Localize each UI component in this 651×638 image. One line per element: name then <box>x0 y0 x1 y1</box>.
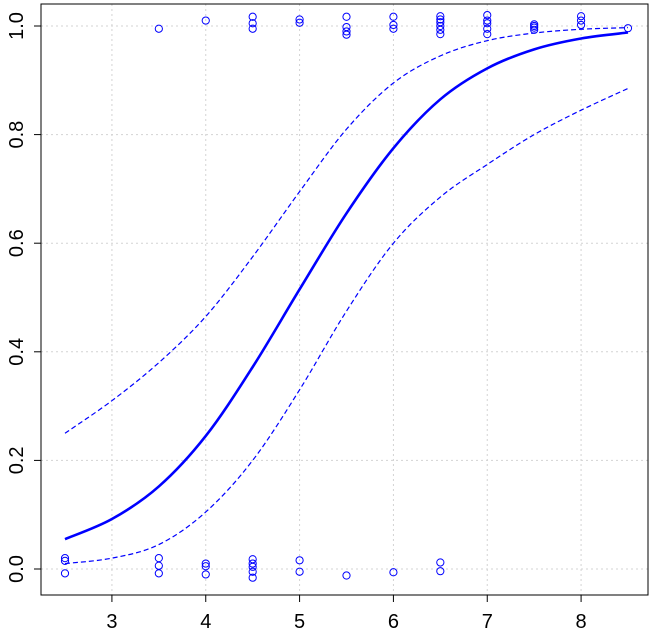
y-tick-label: 0.0 <box>6 555 28 583</box>
data-point <box>248 573 257 582</box>
data-point <box>342 12 351 21</box>
data-point <box>248 24 257 33</box>
data-point <box>436 30 445 39</box>
data-point <box>248 562 257 571</box>
grid-lines <box>41 4 648 595</box>
data-point <box>201 559 210 568</box>
data-point <box>154 569 163 578</box>
data-point <box>436 15 445 24</box>
data-point <box>483 19 492 28</box>
data-point <box>201 570 210 579</box>
fitted-curve <box>64 31 629 541</box>
y-axis: 0.0 0.2 0.4 0.6 0.8 1.0 <box>6 12 41 583</box>
data-point <box>295 18 304 27</box>
data-points <box>60 11 633 582</box>
data-point <box>201 16 210 25</box>
upper-confidence-band <box>64 27 629 434</box>
y-tick-label: 0.6 <box>6 229 28 257</box>
data-point <box>436 558 445 567</box>
x-tick-label: 6 <box>388 611 399 633</box>
data-point <box>436 25 445 34</box>
data-point <box>483 16 492 25</box>
data-point <box>576 16 586 25</box>
data-point <box>389 20 398 30</box>
x-tick-label: 3 <box>106 611 117 633</box>
y-tick-label: 0.8 <box>6 121 28 149</box>
data-point <box>248 567 257 576</box>
data-point <box>530 25 539 34</box>
data-point <box>530 23 539 32</box>
data-point <box>295 556 304 565</box>
data-point <box>342 30 351 39</box>
data-point <box>483 30 492 39</box>
data-point <box>154 24 163 33</box>
data-point <box>154 554 163 563</box>
data-point <box>576 20 586 30</box>
data-point <box>342 571 351 580</box>
data-point <box>295 567 304 576</box>
data-point <box>436 12 445 21</box>
x-tick-label: 7 <box>482 611 493 633</box>
x-tick-label: 5 <box>294 611 305 633</box>
data-point <box>248 12 257 21</box>
data-point <box>576 12 586 21</box>
x-tick-label: 4 <box>200 611 211 633</box>
data-point <box>60 569 70 578</box>
data-point <box>483 11 492 20</box>
data-point <box>389 12 398 21</box>
data-point <box>201 562 210 571</box>
curves <box>64 27 629 565</box>
data-point <box>389 568 398 577</box>
data-point <box>60 556 70 565</box>
data-point <box>342 27 351 36</box>
x-tick-label: 8 <box>576 611 587 633</box>
plot-frame <box>40 3 649 596</box>
data-point <box>295 15 304 24</box>
data-point <box>389 24 398 33</box>
y-tick-label: 1.0 <box>6 12 28 40</box>
data-point <box>436 567 445 576</box>
data-point <box>60 554 70 563</box>
data-point <box>248 559 257 568</box>
data-point <box>154 561 163 570</box>
x-axis: 3 4 5 6 7 8 <box>106 595 587 633</box>
data-point <box>483 24 492 33</box>
data-point <box>436 21 445 31</box>
y-tick-label: 0.2 <box>6 446 28 474</box>
data-point <box>623 24 633 33</box>
data-point <box>248 19 257 28</box>
lower-confidence-band <box>64 87 629 565</box>
y-tick-label: 0.4 <box>6 338 28 366</box>
